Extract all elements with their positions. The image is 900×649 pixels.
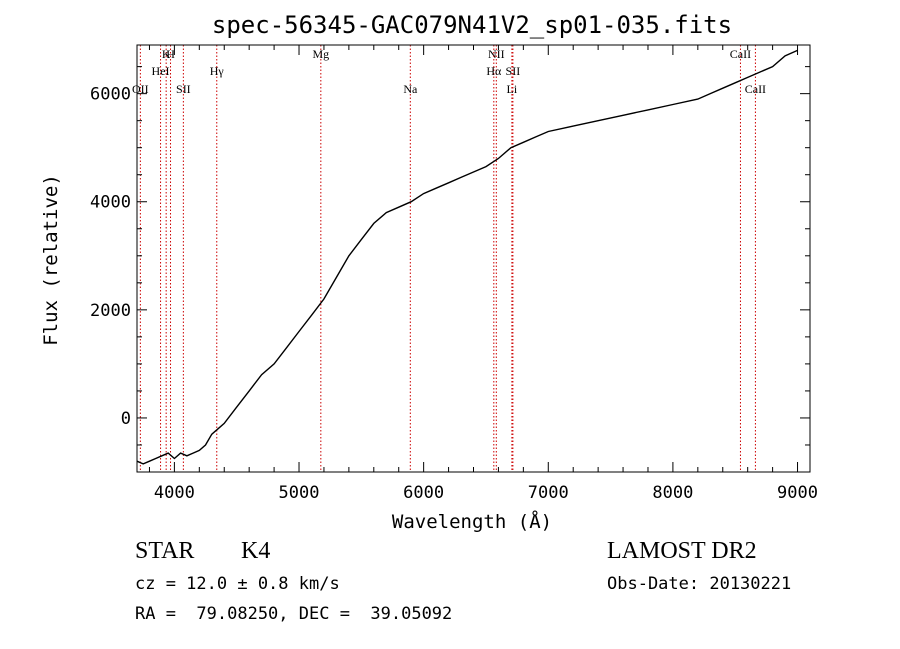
ra-dec-coordinates: RA = 79.08250, DEC = 39.05092 bbox=[135, 604, 453, 624]
redshift-cz: cz = 12.0 ± 0.8 km/s bbox=[135, 574, 340, 594]
x-axis-ticks: 4000 5000 6000 7000 8000 9000 bbox=[148, 45, 818, 503]
marker-label-13: CaII bbox=[745, 82, 766, 96]
chart-title: spec-56345-GAC079N41V2_sp01-035.fits bbox=[212, 11, 732, 39]
marker-label-7: Na bbox=[403, 82, 418, 96]
x-tick-label-2: 6000 bbox=[403, 483, 444, 503]
plot-frame bbox=[136, 44, 811, 473]
marker-label-4: SII bbox=[176, 82, 191, 96]
y-tick-label-2: 4000 bbox=[90, 193, 131, 213]
x-tick-label-4: 8000 bbox=[652, 483, 693, 503]
y-axis-label: Flux (relative) bbox=[40, 174, 62, 346]
marker-label-5: Hγ bbox=[210, 64, 225, 78]
x-axis-label: Wavelength (Å) bbox=[392, 510, 552, 533]
x-tick-label-5: 9000 bbox=[777, 483, 818, 503]
line-markers: OII KH HeI SII Hγ Mg Na NII Hα SII Li CaII CaII bbox=[132, 45, 766, 472]
y-axis-ticks: 0 2000 4000 6000 bbox=[90, 66, 810, 473]
x-tick-label-3: 7000 bbox=[528, 483, 569, 503]
plot-series bbox=[136, 49, 798, 465]
marker-label-10: SII bbox=[506, 64, 521, 78]
marker-label-6: Mg bbox=[312, 47, 329, 61]
observation-date: Obs-Date: 20130221 bbox=[607, 574, 792, 594]
object-class: STAR bbox=[135, 538, 195, 564]
object-subclass: K4 bbox=[241, 538, 271, 564]
spectrum-line-0 bbox=[136, 49, 798, 465]
y-tick-label-1: 2000 bbox=[90, 301, 131, 321]
marker-label-2: H bbox=[166, 47, 175, 61]
marker-label-1: K bbox=[162, 47, 171, 61]
survey-name: LAMOST DR2 bbox=[607, 538, 757, 564]
y-tick-label-0: 0 bbox=[121, 409, 131, 429]
marker-label-9: Hα bbox=[486, 64, 502, 78]
marker-label-8: NII bbox=[488, 47, 505, 61]
x-tick-label-1: 5000 bbox=[279, 483, 320, 503]
marker-label-0: OII bbox=[132, 82, 149, 96]
y-tick-label-3: 6000 bbox=[90, 85, 131, 105]
x-tick-label-0: 4000 bbox=[154, 483, 195, 503]
marker-label-11: Li bbox=[507, 82, 518, 96]
marker-label-12: CaII bbox=[730, 47, 751, 61]
marker-label-3: HeI bbox=[152, 64, 170, 78]
